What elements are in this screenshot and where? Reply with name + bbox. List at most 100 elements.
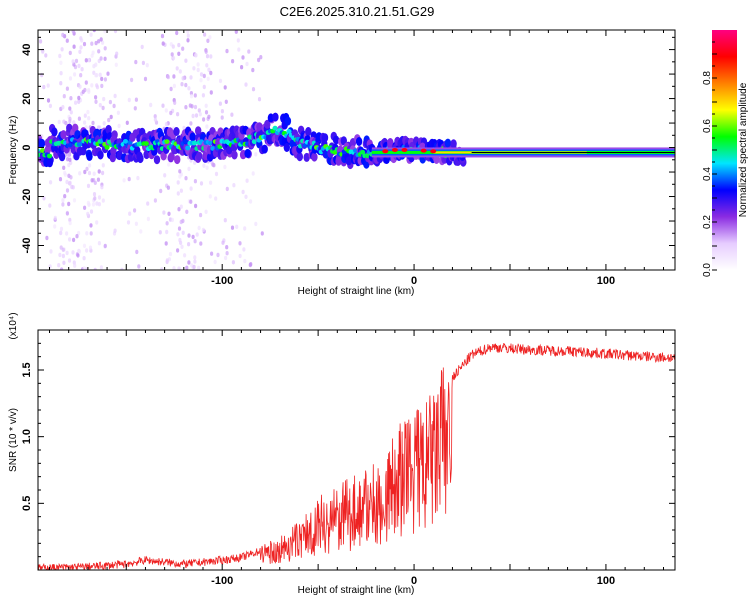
noise-mark	[160, 33, 165, 39]
noise-mark	[113, 228, 117, 233]
noise-mark	[172, 266, 176, 270]
noise-mark	[69, 96, 73, 101]
noise-mark	[225, 245, 229, 250]
noise-mark	[176, 191, 180, 196]
band-core-mark	[143, 141, 149, 147]
noise-mark	[65, 250, 69, 256]
noise-mark	[92, 30, 96, 33]
noise-mark	[97, 49, 101, 54]
noise-mark	[61, 253, 65, 259]
y-tick-label-top-1: -40	[21, 238, 33, 254]
noise-mark	[53, 224, 57, 229]
noise-mark	[165, 221, 169, 226]
noise-mark	[241, 55, 245, 60]
noise-mark	[196, 67, 200, 73]
noise-mark	[251, 67, 255, 73]
noise-mark	[213, 259, 217, 265]
noise-mark	[57, 263, 61, 268]
noise-mark	[161, 103, 165, 108]
noise-mark	[173, 100, 177, 106]
noise-mark	[94, 40, 98, 46]
noise-mark	[178, 174, 182, 179]
noise-mark	[91, 50, 95, 55]
noise-mark	[197, 265, 201, 270]
noise-mark	[39, 39, 43, 44]
noise-mark	[199, 241, 203, 246]
noise-mark	[86, 109, 90, 115]
noise-mark	[167, 162, 171, 167]
band-mark	[60, 130, 67, 140]
noise-mark	[77, 63, 81, 69]
noise-mark	[181, 76, 185, 81]
noise-mark	[65, 211, 69, 216]
noise-mark	[193, 104, 198, 110]
noise-mark	[238, 241, 242, 246]
noise-mark	[70, 184, 74, 190]
noise-mark	[133, 208, 137, 213]
noise-mark	[177, 226, 182, 231]
noise-mark	[206, 76, 210, 82]
noise-mark	[170, 52, 174, 57]
noise-mark	[139, 229, 143, 234]
snr-series-line	[38, 343, 675, 570]
band-mark	[305, 127, 312, 136]
noise-mark	[87, 89, 91, 95]
noise-mark	[193, 259, 197, 264]
noise-mark	[68, 106, 72, 111]
noise-mark	[189, 186, 193, 191]
noise-mark	[214, 196, 218, 201]
noise-mark	[77, 230, 81, 236]
noise-mark	[72, 120, 76, 125]
x-axis-label-bottom: Height of straight line (km)	[298, 585, 415, 596]
noise-mark	[186, 33, 190, 38]
noise-mark	[58, 53, 62, 59]
noise-mark	[204, 209, 208, 214]
noise-mark	[46, 98, 51, 103]
band-mark	[168, 152, 175, 162]
noise-mark	[82, 243, 87, 248]
noise-mark	[73, 263, 77, 268]
noise-mark	[202, 84, 206, 90]
noise-mark	[83, 113, 87, 118]
noise-mark	[68, 116, 72, 122]
noise-mark	[60, 267, 64, 270]
band-mark	[264, 119, 271, 129]
noise-mark	[130, 77, 134, 83]
noise-mark	[93, 267, 97, 270]
noise-mark	[84, 58, 88, 63]
noise-mark	[66, 157, 70, 162]
noise-mark	[61, 198, 65, 203]
noise-mark	[176, 232, 180, 237]
noise-mark	[94, 95, 98, 100]
noise-mark	[87, 170, 92, 176]
noise-mark	[94, 99, 98, 105]
noise-mark	[68, 180, 72, 186]
noise-mark	[59, 60, 63, 65]
noise-mark	[245, 178, 249, 183]
noise-mark	[69, 110, 73, 115]
noise-mark	[48, 103, 53, 109]
noise-mark	[199, 181, 204, 186]
noise-mark	[169, 110, 173, 116]
noise-mark	[46, 83, 50, 88]
noise-mark	[90, 178, 94, 183]
colorbar-tick-4: 0.6	[702, 119, 713, 133]
noise-mark	[171, 44, 175, 49]
spectrogram-ticks	[38, 30, 675, 271]
noise-mark	[53, 215, 57, 221]
noise-mark	[216, 252, 220, 258]
noise-mark	[193, 93, 197, 98]
noise-mark	[189, 75, 193, 80]
noise-mark	[168, 251, 173, 257]
x-tick-label-top-2: 0	[411, 275, 417, 287]
band-mark	[44, 145, 51, 155]
noise-mark	[82, 256, 86, 261]
noise-mark	[65, 231, 69, 236]
noise-mark	[189, 199, 193, 204]
noise-mark	[160, 267, 164, 270]
noise-mark	[199, 212, 203, 218]
colorbar-ticks	[712, 41, 717, 271]
noise-mark	[97, 39, 101, 44]
noise-mark	[244, 82, 248, 87]
noise-mark	[178, 237, 182, 243]
